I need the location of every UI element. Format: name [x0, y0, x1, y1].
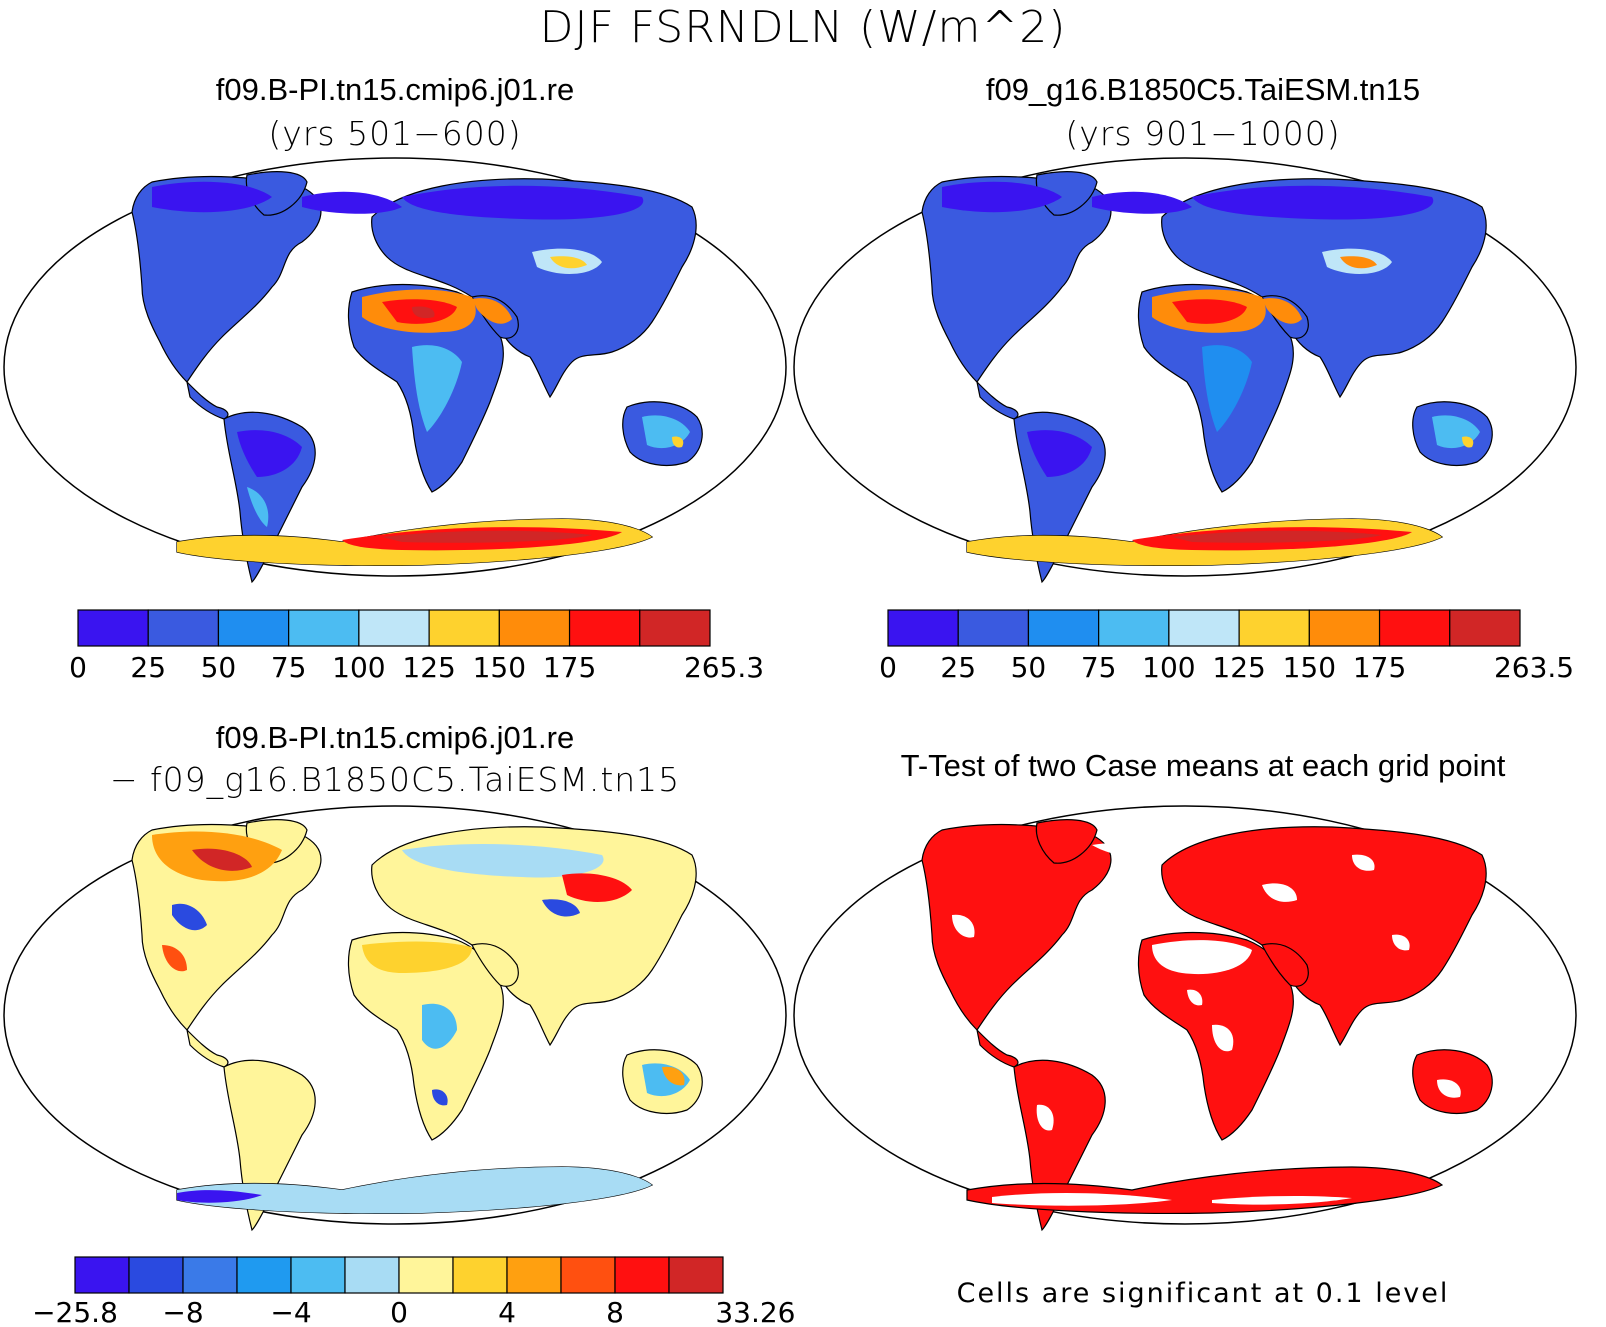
colorbar-tick-label: 0 — [879, 651, 897, 684]
map-panel-2 — [793, 157, 1577, 583]
colorbar-tick-label: −25.8 — [32, 1296, 118, 1327]
colorbar-swatch — [1449, 609, 1521, 647]
colorbar-swatch — [182, 1256, 238, 1294]
colorbar-swatch — [358, 609, 430, 647]
colorbar-tick-label: 75 — [1081, 651, 1117, 684]
colorbar-swatch — [506, 1256, 562, 1294]
colorbar-swatch — [560, 1256, 616, 1294]
colorbar-tick-label: 4 — [498, 1296, 516, 1327]
colorbar-swatch — [498, 609, 571, 647]
colorbar-swatch — [290, 1256, 346, 1294]
colorbar-swatch — [128, 1256, 184, 1294]
panel1-title: f09.B-PI.tn15.cmip6.j01.re — [215, 72, 575, 107]
colorbar-tick-label: 100 — [1142, 651, 1195, 684]
colorbar-swatch — [428, 609, 500, 647]
panel1-subtitle: (yrs 501−600) — [268, 114, 522, 153]
colorbar-swatch — [74, 1256, 130, 1294]
colorbar-tick-label: 265.3 — [684, 651, 764, 684]
colorbar-swatch — [452, 1256, 508, 1294]
colorbar-tick-label: 0 — [390, 1296, 408, 1327]
colorbar-tick-label: 175 — [1353, 651, 1406, 684]
colorbar-swatch — [614, 1256, 670, 1294]
colorbar-tick-label: 263.5 — [1494, 651, 1574, 684]
colorbar-tick-label: 125 — [1212, 651, 1265, 684]
colorbar-tick-label: 150 — [1283, 651, 1336, 684]
panel2-subtitle: (yrs 901−1000) — [1065, 114, 1341, 153]
colorbar-swatch — [1168, 609, 1240, 647]
colorbar-tick-label: −4 — [270, 1296, 311, 1327]
colorbar-swatch — [1378, 609, 1451, 647]
colorbar-swatch — [957, 609, 1030, 647]
map-panel-4 — [793, 805, 1577, 1231]
panel2-title: f09_g16.B1850C5.TaiESM.tn15 — [985, 72, 1421, 107]
colorbar-swatch — [77, 609, 149, 647]
panel3-subtitle: − f09_g16.B1850C5.TaiESM.tn15 — [109, 760, 681, 799]
colorbar-swatch — [668, 1256, 724, 1294]
colorbar-swatch — [1027, 609, 1100, 647]
colorbar-tick-label: 25 — [940, 651, 976, 684]
colorbar-panel-1: 0 25 50 75 100 125 150 175 265.3 — [69, 609, 764, 684]
colorbar-swatch — [344, 1256, 400, 1294]
colorbar-tick-label: 150 — [473, 651, 526, 684]
panel3-title: f09.B-PI.tn15.cmip6.j01.re — [215, 720, 575, 755]
colorbar-swatch — [887, 609, 959, 647]
colorbar-tick-label: 8 — [606, 1296, 624, 1327]
colorbar-tick-label: 125 — [402, 651, 455, 684]
colorbar-panel-2: 0 25 50 75 100 125 150 175 263.5 — [879, 609, 1574, 684]
colorbar-swatch — [639, 609, 711, 647]
colorbar-swatch — [398, 1256, 454, 1294]
colorbar-swatch — [147, 609, 220, 647]
colorbar-swatch — [217, 609, 290, 647]
colorbar-swatch — [568, 609, 641, 647]
colorbar-swatch — [236, 1256, 292, 1294]
colorbar-tick-label: 50 — [1011, 651, 1047, 684]
panel4-title: T-Test of two Case means at each grid po… — [900, 748, 1506, 783]
colorbar-tick-label: 0 — [69, 651, 87, 684]
map-panel-1 — [3, 157, 787, 583]
map-panel-3 — [3, 805, 787, 1231]
colorbar-panel-3: −25.8 −8 −4 0 4 8 33.26 — [32, 1256, 795, 1327]
colorbar-tick-label: −8 — [162, 1296, 203, 1327]
figure-title: DJF FSRNDLN (W/m^2) — [539, 2, 1067, 53]
colorbar-tick-label: 75 — [271, 651, 307, 684]
ttest-footnote: Cells are significant at 0.1 level — [956, 1278, 1450, 1309]
colorbar-swatch — [1238, 609, 1310, 647]
colorbar-tick-label: 175 — [543, 651, 596, 684]
colorbar-tick-label: 100 — [332, 651, 385, 684]
colorbar-swatch — [1308, 609, 1381, 647]
colorbar-tick-label: 33.26 — [715, 1296, 795, 1327]
colorbar-tick-label: 25 — [130, 651, 166, 684]
colorbar-swatch — [1098, 609, 1170, 647]
colorbar-tick-label: 50 — [201, 651, 237, 684]
colorbar-swatch — [288, 609, 360, 647]
